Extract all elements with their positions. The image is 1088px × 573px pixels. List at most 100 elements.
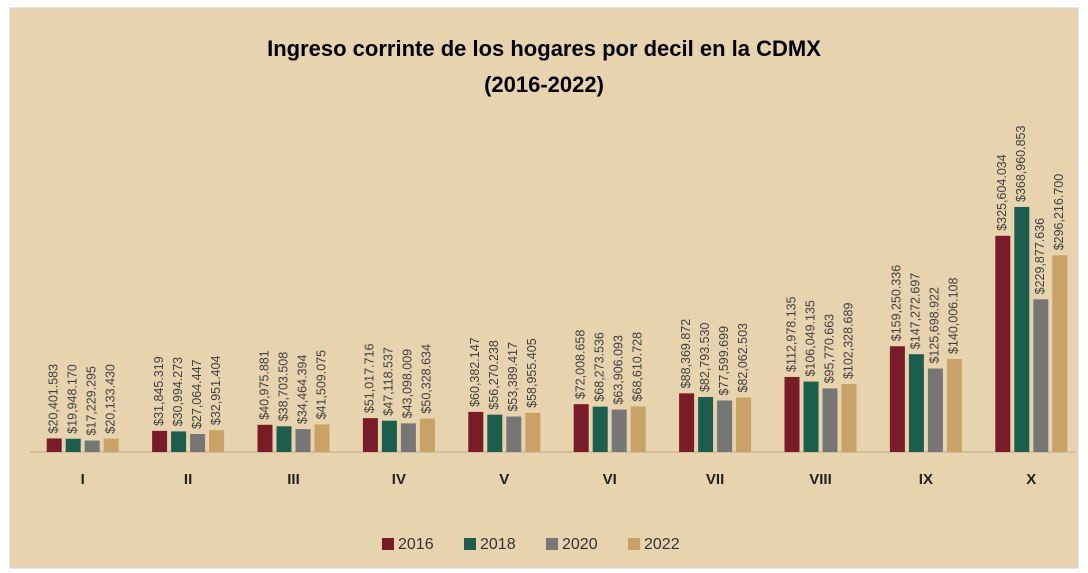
bar: [841, 384, 857, 452]
bar: [190, 434, 206, 452]
bar: [927, 368, 943, 452]
bar: [171, 431, 187, 452]
x-tick-label: VII: [706, 471, 724, 488]
data-label: $88,369.872: [679, 319, 693, 389]
data-label: $38,703.508: [276, 352, 290, 422]
x-tick-label: II: [184, 471, 192, 488]
bar: [803, 381, 819, 452]
x-tick-label: VIII: [809, 471, 832, 488]
x-tick-label: VI: [603, 471, 617, 488]
x-tick-label: III: [287, 471, 300, 488]
bar: [995, 235, 1011, 452]
data-label: $77,599.699: [717, 326, 731, 396]
bar: [1033, 299, 1049, 452]
legend-label: 2022: [644, 536, 680, 553]
bar: [419, 418, 435, 452]
data-label: $229,877.636: [1033, 218, 1047, 295]
bar: [525, 412, 541, 452]
chart-title: Ingreso corrinte de los hogares por deci…: [267, 36, 821, 61]
data-label: $68,610.728: [630, 332, 644, 402]
bar: [946, 359, 962, 452]
bar: [908, 354, 924, 452]
bar: [611, 409, 627, 452]
data-label: $106,049.135: [803, 300, 817, 377]
data-label: $27,064.447: [190, 359, 204, 429]
data-label: $125,698.922: [928, 287, 942, 364]
data-label: $95,770.663: [822, 314, 836, 384]
bar: [295, 429, 311, 452]
bar: [84, 440, 100, 452]
data-label: $53,389.417: [506, 342, 520, 412]
data-label: $296,216.700: [1052, 174, 1066, 251]
bar: [362, 418, 378, 452]
data-label: $43,098.009: [401, 349, 415, 419]
data-label: $368,960.853: [1014, 125, 1028, 202]
legend-swatch: [464, 538, 476, 550]
data-label: $17,229.295: [84, 366, 98, 436]
data-label: $102,328.689: [841, 303, 855, 380]
x-tick-label: IV: [392, 471, 406, 488]
chart-background: [9, 7, 1079, 569]
chart-subtitle: (2016-2022): [484, 72, 604, 97]
data-label: $58,955.405: [525, 338, 539, 408]
data-label: $47,118.537: [382, 347, 396, 416]
data-label: $19,948.170: [65, 364, 79, 434]
bar: [717, 400, 733, 452]
data-label: $82,062.503: [736, 323, 750, 393]
data-label: $140,006.108: [947, 278, 961, 355]
data-label: $32,951.404: [209, 356, 223, 426]
data-label: $20,401.583: [46, 364, 60, 434]
x-tick-label: I: [81, 471, 85, 488]
data-label: $60,382.147: [468, 337, 482, 407]
data-label: $31,845.319: [152, 356, 166, 426]
data-label: $147,272.697: [909, 273, 923, 350]
legend-label: 2018: [480, 536, 516, 553]
bar: [889, 346, 905, 452]
bar: [103, 438, 119, 452]
bar: [822, 388, 838, 452]
bar: [679, 393, 695, 452]
bar: [1052, 255, 1068, 452]
bar: [573, 404, 589, 452]
data-label: $34,464.394: [295, 355, 309, 425]
legend-label: 2020: [562, 536, 598, 553]
bar: [152, 430, 168, 452]
bar: [592, 406, 608, 452]
data-label: $56,270.238: [487, 340, 501, 410]
bar: [630, 406, 646, 452]
legend-swatch: [382, 538, 394, 550]
data-label: $112,978.135: [784, 296, 798, 372]
data-label: $159,250.336: [890, 265, 904, 342]
x-tick-label: V: [499, 471, 509, 488]
data-label: $51,017.716: [363, 344, 377, 414]
data-label: $325,604.034: [995, 154, 1009, 231]
bar: [276, 426, 292, 452]
bar: [506, 416, 522, 452]
bar: [209, 430, 225, 452]
data-label: $41,509.075: [314, 350, 328, 420]
bar: [698, 397, 714, 452]
bar: [736, 397, 752, 452]
x-tick-label: X: [1026, 471, 1036, 488]
legend-swatch: [546, 538, 558, 550]
data-label: $50,328.634: [420, 344, 434, 414]
data-label: $40,975.881: [257, 350, 271, 420]
data-label: $68,273.536: [592, 332, 606, 402]
bar: [487, 414, 503, 452]
legend-swatch: [628, 538, 640, 550]
bar: [65, 438, 81, 452]
x-tick-label: IX: [919, 471, 933, 488]
bar: [784, 376, 800, 452]
data-label: $82,793.530: [698, 322, 712, 392]
bar: [314, 424, 330, 452]
data-label: $30,994.273: [171, 357, 185, 427]
bar: [381, 420, 397, 452]
legend-label: 2016: [398, 536, 434, 553]
data-label: $63,906.093: [611, 335, 625, 405]
bar: [468, 411, 484, 452]
bar: [1014, 207, 1030, 452]
data-label: $72,008.658: [573, 330, 587, 400]
bar: [257, 424, 273, 452]
bar: [46, 438, 62, 452]
